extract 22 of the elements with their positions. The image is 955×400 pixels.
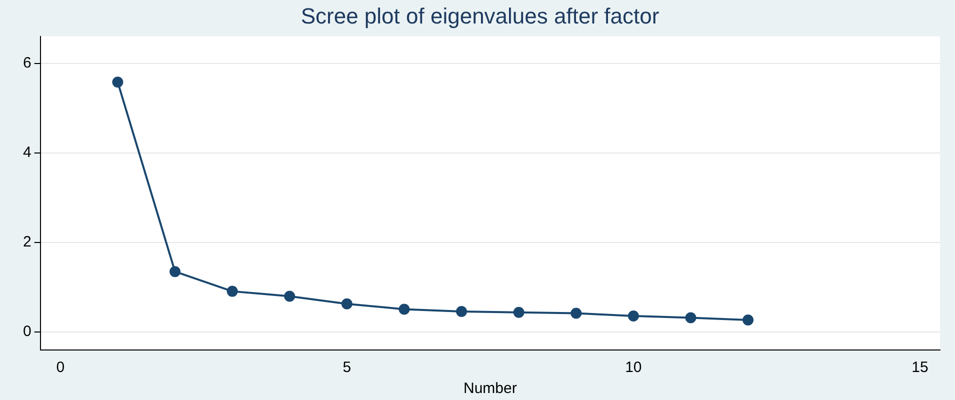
x-tick-label: 10	[625, 359, 642, 376]
point	[341, 298, 352, 310]
point	[628, 310, 639, 322]
point	[513, 306, 524, 318]
point	[226, 286, 238, 297]
x-axis-title: Number	[463, 380, 517, 398]
point	[398, 304, 410, 315]
x-tick-label: 5	[342, 359, 352, 376]
point	[685, 312, 696, 324]
y-tick-label: 0	[23, 323, 32, 340]
point	[742, 314, 754, 326]
point	[284, 290, 296, 302]
chart-title: Scree plot of eigenvalues after factor	[300, 3, 660, 28]
point	[570, 308, 582, 319]
y-tick-label: 4	[23, 144, 32, 162]
x-tick-label: 15	[912, 359, 928, 376]
point	[112, 76, 124, 88]
point	[170, 266, 181, 278]
x-tick-label: 0	[56, 359, 65, 376]
y-tick-label: 6	[23, 54, 32, 72]
point	[456, 306, 468, 317]
y-tick-label: 2	[23, 234, 32, 251]
